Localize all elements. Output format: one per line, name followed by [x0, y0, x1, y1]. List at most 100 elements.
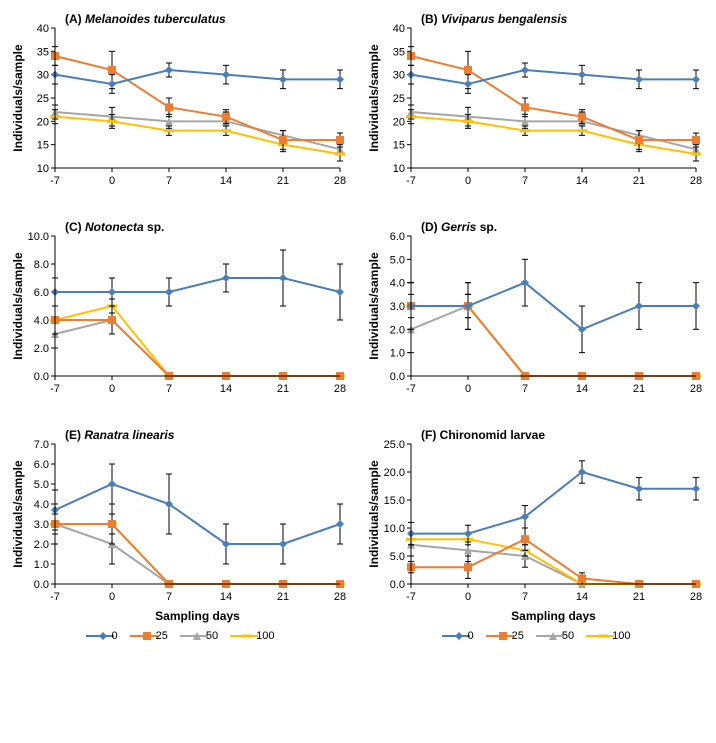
svg-text:7: 7 — [166, 175, 172, 187]
chart-panel-C: (C) Notonecta sp.0.02.04.06.08.010.0-707… — [10, 218, 350, 418]
legend-item-s25: 25 — [130, 630, 168, 642]
svg-text:14: 14 — [576, 175, 588, 187]
legend-item-s50: 50 — [180, 630, 218, 642]
svg-text:2.0: 2.0 — [34, 343, 49, 355]
svg-text:10: 10 — [37, 163, 49, 175]
svg-text:20: 20 — [37, 116, 49, 128]
chart-svg: 10152025303540-707142128Individuals/samp… — [366, 10, 706, 210]
svg-text:28: 28 — [690, 175, 702, 187]
svg-text:15: 15 — [37, 140, 49, 152]
svg-text:2.0: 2.0 — [34, 539, 49, 551]
svg-text:35: 35 — [37, 46, 49, 58]
chart-svg: 0.02.04.06.08.010.0-707142128Individuals… — [10, 218, 350, 418]
svg-text:5.0: 5.0 — [34, 479, 49, 491]
svg-text:21: 21 — [633, 383, 645, 395]
svg-text:10.0: 10.0 — [28, 231, 49, 243]
svg-text:14: 14 — [220, 383, 232, 395]
svg-text:Individuals/sample: Individuals/sample — [367, 460, 381, 568]
svg-text:4.0: 4.0 — [34, 499, 49, 511]
svg-text:21: 21 — [277, 383, 289, 395]
svg-text:28: 28 — [334, 591, 346, 603]
svg-text:30: 30 — [393, 70, 405, 82]
chart-panel-E: (E) Ranatra linearis0.01.02.03.04.05.06.… — [10, 426, 350, 642]
svg-text:-7: -7 — [50, 383, 60, 395]
svg-text:0: 0 — [465, 383, 471, 395]
svg-text:7: 7 — [166, 591, 172, 603]
svg-text:10.0: 10.0 — [384, 523, 405, 535]
svg-text:-7: -7 — [50, 175, 60, 187]
legend-item-s0: 0 — [442, 630, 474, 642]
svg-text:10: 10 — [393, 163, 405, 175]
svg-text:14: 14 — [220, 175, 232, 187]
svg-text:4.0: 4.0 — [390, 278, 405, 290]
svg-text:0: 0 — [109, 383, 115, 395]
legend-label: 0 — [468, 630, 474, 642]
panel-title: (E) Ranatra linearis — [65, 428, 174, 442]
svg-text:25: 25 — [393, 93, 405, 105]
svg-text:5.0: 5.0 — [390, 254, 405, 266]
svg-text:14: 14 — [576, 383, 588, 395]
chart-svg: 0.05.010.015.020.025.0-707142128Individu… — [366, 426, 706, 626]
legend-item-s100: 100 — [586, 630, 630, 642]
svg-text:25.0: 25.0 — [384, 439, 405, 451]
svg-text:Individuals/sample: Individuals/sample — [367, 44, 381, 152]
svg-text:4.0: 4.0 — [34, 315, 49, 327]
svg-text:7: 7 — [522, 383, 528, 395]
chart-svg: 10152025303540-707142128Individuals/samp… — [10, 10, 350, 210]
svg-text:7.0: 7.0 — [34, 439, 49, 451]
svg-text:20.0: 20.0 — [384, 467, 405, 479]
legend-label: 0 — [112, 630, 118, 642]
svg-text:3.0: 3.0 — [390, 301, 405, 313]
svg-text:7: 7 — [522, 591, 528, 603]
svg-text:-7: -7 — [50, 591, 60, 603]
svg-text:3.0: 3.0 — [34, 519, 49, 531]
panel-title: (B) Viviparus bengalensis — [421, 12, 567, 26]
svg-text:30: 30 — [37, 70, 49, 82]
svg-text:0.0: 0.0 — [390, 579, 405, 591]
svg-text:0.0: 0.0 — [34, 371, 49, 383]
svg-text:28: 28 — [690, 383, 702, 395]
svg-text:-7: -7 — [406, 383, 416, 395]
legend: 0 25 50 100 — [10, 626, 350, 642]
svg-text:21: 21 — [277, 175, 289, 187]
chart-panel-A: (A) Melanoides tuberculatus1015202530354… — [10, 10, 350, 210]
svg-text:0.0: 0.0 — [34, 579, 49, 591]
panel-title: (A) Melanoides tuberculatus — [65, 12, 226, 26]
legend-label: 50 — [562, 630, 574, 642]
svg-text:15.0: 15.0 — [384, 495, 405, 507]
svg-text:8.0: 8.0 — [34, 259, 49, 271]
legend-label: 25 — [156, 630, 168, 642]
svg-text:6.0: 6.0 — [34, 459, 49, 471]
svg-text:0.0: 0.0 — [390, 371, 405, 383]
svg-text:14: 14 — [576, 591, 588, 603]
svg-text:0: 0 — [109, 591, 115, 603]
panel-title: (C) Notonecta sp. — [65, 220, 164, 234]
legend-item-s50: 50 — [536, 630, 574, 642]
chart-panel-B: (B) Viviparus bengalensis10152025303540-… — [366, 10, 706, 210]
legend: 0 25 50 100 — [366, 626, 706, 642]
legend-label: 25 — [512, 630, 524, 642]
svg-text:Individuals/sample: Individuals/sample — [367, 252, 381, 360]
legend-item-s100: 100 — [230, 630, 274, 642]
svg-text:28: 28 — [334, 383, 346, 395]
svg-text:0: 0 — [465, 175, 471, 187]
svg-text:21: 21 — [277, 591, 289, 603]
svg-text:-7: -7 — [406, 175, 416, 187]
svg-text:0: 0 — [465, 591, 471, 603]
chart-grid: (A) Melanoides tuberculatus 10 15 20 25 30 35 4… — [10, 10, 706, 642]
svg-text:21: 21 — [633, 591, 645, 603]
svg-text:15: 15 — [393, 140, 405, 152]
panel-title: (D) Gerris sp. — [421, 220, 497, 234]
svg-text:Individuals/sample: Individuals/sample — [11, 460, 25, 568]
svg-text:7: 7 — [522, 175, 528, 187]
chart-svg: 0.01.02.03.04.05.06.0-707142128Individua… — [366, 218, 706, 418]
legend-label: 50 — [206, 630, 218, 642]
legend-item-s0: 0 — [86, 630, 118, 642]
svg-text:5.0: 5.0 — [390, 551, 405, 563]
svg-text:Sampling days: Sampling days — [155, 609, 240, 623]
svg-text:14: 14 — [220, 591, 232, 603]
svg-text:2.0: 2.0 — [390, 324, 405, 336]
svg-text:Individuals/sample: Individuals/sample — [11, 252, 25, 360]
svg-text:21: 21 — [633, 175, 645, 187]
svg-text:40: 40 — [393, 23, 405, 35]
